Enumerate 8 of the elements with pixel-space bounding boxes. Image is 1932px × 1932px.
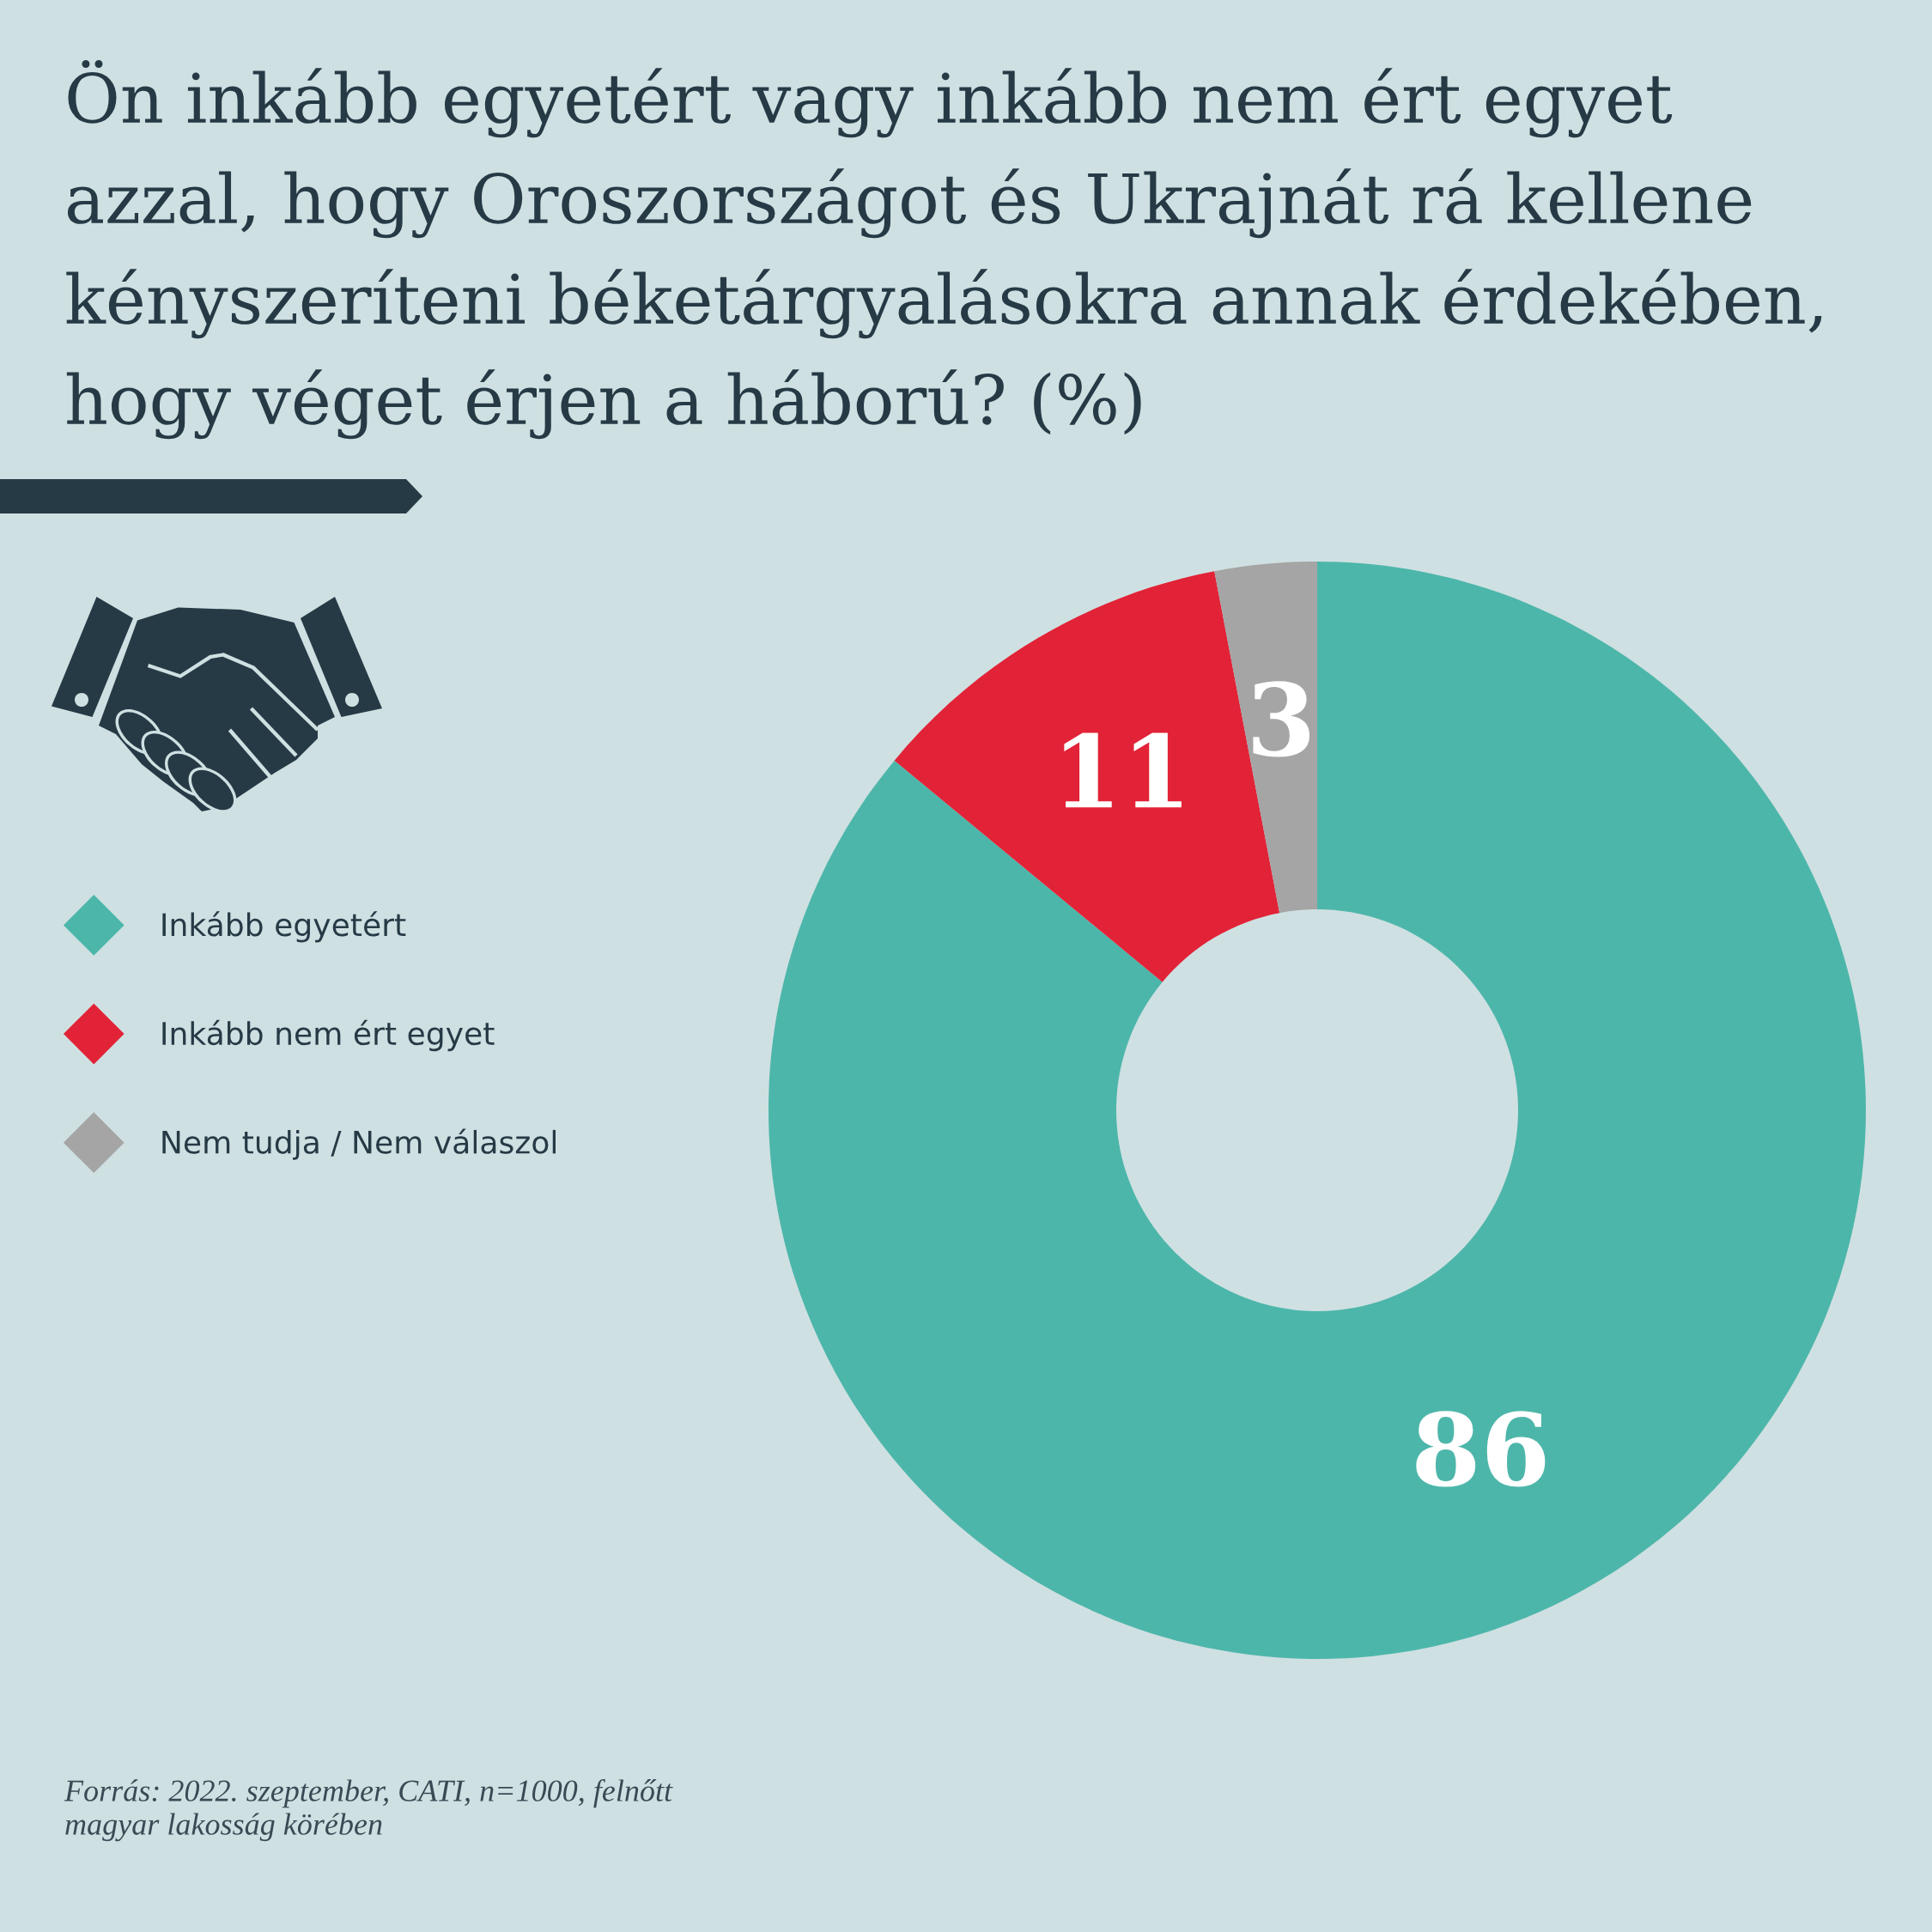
text: Forrás: 2022. szeptember, CATI, n=1000, felnőtt magyar lakosság körében — [64, 1779, 673, 1842]
legend-label: Nem tudja / Nem válaszol — [162, 1128, 556, 1160]
legend-label: Inkább nem ért egyet — [162, 1019, 495, 1052]
chart-title: Ön inkább egyetért vagy inkább nem ért egyet azzal, hogy Oroszországot és Ukrajnát rá kellene kényszeríteni béketárgyalásokra annak érdekében, hogy véget érjen a háború? (%) — [66, 60, 1822, 440]
data-label: 86 — [1416, 1411, 1546, 1487]
legend-label: Inkább egyetért — [162, 911, 406, 943]
data-label: 3 — [1253, 681, 1310, 757]
data-label: 11 — [1064, 732, 1182, 808]
